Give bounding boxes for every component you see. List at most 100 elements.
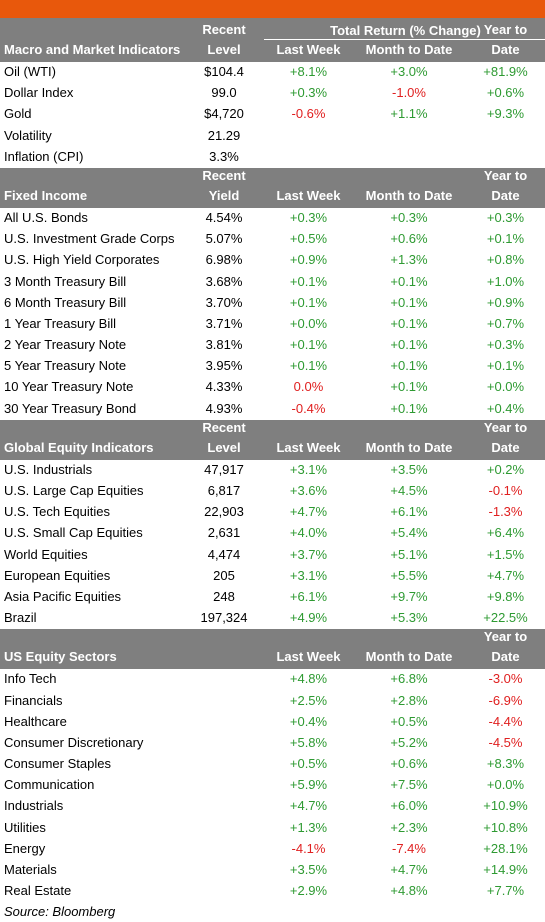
row-last-week: +3.1% [289,567,328,583]
row-level: 4,474 [207,546,241,562]
row-last-week: -4.1% [291,840,326,856]
row-ytd: +0.1% [486,231,525,247]
col-level-header-line: Recent [202,419,246,435]
row-level: 2,631 [207,525,241,541]
row-label: European Equities [4,567,111,583]
row-mtd: +5.1% [390,546,428,562]
table-row: Healthcare +0.4% +0.5% -4.4% [0,712,545,733]
row-mtd: +0.6% [390,756,428,772]
col-ytd-header-line: Year to [483,167,528,183]
section-header: Global Equity Indicators Recent Level Last … [0,418,545,460]
row-mtd: +4.7% [390,862,428,877]
row-label: 3 Month Treasury Bill [4,273,127,289]
row-last-week: -0.6% [291,106,326,122]
col-level-header-line: Level [207,42,241,57]
row-level: 99.0 [211,85,237,101]
section-title: US Equity Sectors [4,649,117,665]
row-mtd: +0.5% [390,713,428,729]
row-level: 3.81% [205,337,243,353]
row-last-week: +0.5% [289,756,328,772]
table-row: Asia Pacific Equities 248 +6.1% +9.7% +9.8% [0,587,545,609]
table-row: Financials +2.5% +2.8% -6.9% [0,691,545,712]
row-last-week: +6.1% [289,588,328,604]
table-row: Consumer Staples +0.5% +0.6% +8.3% [0,754,545,776]
row-ytd: -6.9% [488,692,523,708]
table-row: Dollar Index 99.0 +0.3% -1.0% +0.6% [0,83,545,105]
row-mtd: +0.1% [390,294,428,310]
row-label: Materials [4,862,57,877]
table-row: Industrials +4.7% +6.0% +10.9% [0,796,545,818]
row-ytd: +0.2% [486,461,525,477]
col-ytd-header: Year to Date [466,418,545,458]
row-label: Consumer Staples [4,756,111,772]
row-ytd: +9.8% [486,588,525,604]
section-title: Fixed Income [4,187,88,203]
row-level: 4.93% [205,400,243,416]
row-mtd: +0.1% [390,358,428,374]
row-mtd: +4.5% [390,483,428,498]
row-level: 5.07% [205,231,243,247]
row-ytd: -1.3% [488,504,523,520]
row-label: Healthcare [4,713,67,729]
table-row: Materials +3.5% +4.7% +14.9% [0,860,545,882]
row-mtd: +0.1% [390,273,428,289]
col-ytd-header: Year to Date [466,20,545,60]
table-row: 10 Year Treasury Note 4.33% 0.0% +0.1% +0.0% [0,377,545,399]
row-ytd: +1.0% [486,273,525,289]
row-label: 30 Year Treasury Bond [4,400,137,416]
row-ytd: +10.8% [483,819,528,835]
table-row: 5 Year Treasury Note 3.95% +0.1% +0.1% +0.1% [0,356,545,378]
row-label: World Equities [4,546,88,562]
table-row: Consumer Discretionary +5.8% +5.2% -4.5% [0,733,545,755]
market-returns-table: Total Return (% Change) Macro and Market … [0,18,545,903]
row-label: U.S. Investment Grade Corps [4,231,175,247]
table-row: U.S. Industrials 47,917 +3.1% +3.5% +0.2% [0,460,545,481]
table-row: Communication +5.9% +7.5% +0.0% [0,775,545,797]
section-header: US Equity Sectors Last Week Month to Date… [0,627,545,670]
row-last-week: +0.1% [289,358,328,374]
section-title: Global Equity Indicators [4,439,154,455]
row-mtd: +5.5% [390,567,428,583]
row-mtd: +2.3% [390,819,428,835]
row-last-week: +3.6% [289,483,328,498]
col-mtd-header: Month to Date [365,649,453,665]
row-label: Info Tech [4,671,57,687]
col-level-header: Recent Level [185,20,263,60]
col-ytd-header-line: Year to [483,22,528,37]
table-row: 30 Year Treasury Bond 4.93% -0.4% +0.1% +0.4… [0,399,545,420]
table-row: Energy -4.1% -7.4% +28.1% [0,839,545,860]
table-row: Inflation (CPI) 3.3% [0,147,545,168]
row-last-week: +0.5% [289,231,328,247]
row-ytd: +0.8% [486,252,525,268]
row-level: 4.33% [205,379,243,395]
row-mtd: +0.1% [390,337,428,353]
row-mtd: +0.3% [390,209,428,225]
row-last-week: +4.8% [289,671,328,687]
row-last-week: +0.1% [289,273,328,289]
row-ytd: +8.3% [486,756,525,772]
row-last-week: +2.5% [289,692,328,708]
row-label: Inflation (CPI) [4,148,84,164]
row-label: 2 Year Treasury Note [4,337,127,353]
row-ytd: +9.3% [486,106,525,122]
row-last-week: +0.4% [289,713,328,729]
col-ytd-header: Year to Date [466,627,545,667]
row-level: 3.71% [205,315,243,331]
row-ytd: +0.6% [486,85,525,101]
section-title: Macro and Market Indicators [4,42,181,57]
row-ytd: +81.9% [483,64,528,79]
row-ytd: -3.0% [488,671,523,687]
col-level-header-line: Recent [202,22,246,37]
row-level: 197,324 [200,610,248,626]
row-label: All U.S. Bonds [4,209,88,225]
row-level: 4.54% [205,209,243,225]
col-level-header-line: Level [207,439,241,455]
row-mtd: -7.4% [392,840,426,856]
table-row: U.S. Small Cap Equities 2,631 +4.0% +5.4% +6… [0,523,545,545]
row-level: 248 [213,588,235,604]
col-ytd-header-line: Date [491,42,520,57]
row-label: Real Estate [4,883,72,899]
row-mtd: +2.8% [390,692,428,708]
row-ytd: +0.3% [486,337,525,353]
row-level: 3.95% [205,358,243,374]
